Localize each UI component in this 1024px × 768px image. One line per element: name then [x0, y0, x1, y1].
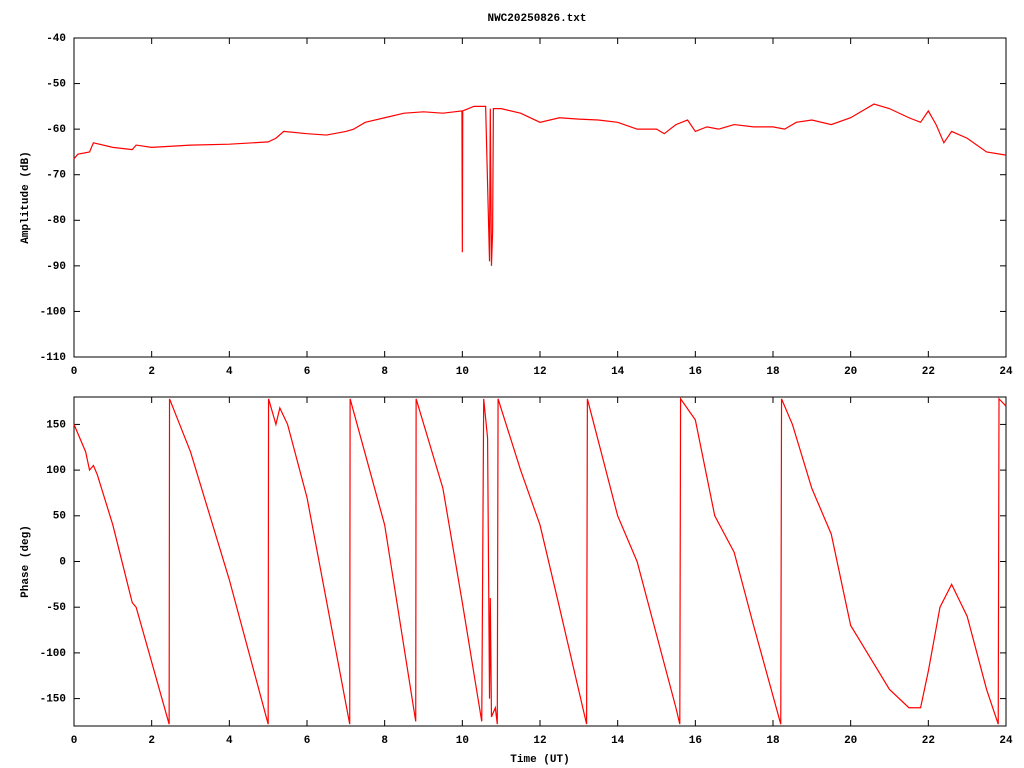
x-tick-label: 10	[456, 366, 469, 378]
x-tick-label: 14	[611, 366, 625, 378]
y-axis-label: Amplitude (dB)	[20, 151, 32, 243]
x-tick-label: 8	[381, 366, 388, 378]
y-tick-label: -50	[46, 602, 66, 614]
y-tick-label: -100	[40, 648, 66, 660]
x-axis-label: Time (UT)	[510, 754, 569, 766]
x-tick-label: 24	[999, 735, 1013, 747]
y-tick-label: 50	[53, 511, 66, 523]
y-tick-label: -90	[46, 261, 66, 273]
x-tick-label: 16	[689, 366, 702, 378]
y-tick-label: -70	[46, 170, 66, 182]
data-line	[73, 396, 1007, 725]
x-tick-label: 2	[148, 735, 155, 747]
x-tick-label: 24	[999, 366, 1013, 378]
x-tick-label: 20	[844, 735, 857, 747]
x-tick-label: 6	[304, 366, 311, 378]
y-tick-label: -150	[40, 693, 66, 705]
x-tick-label: 18	[766, 735, 780, 747]
y-axis-label: Phase (deg)	[20, 525, 32, 598]
x-tick-label: 2	[148, 366, 155, 378]
x-tick-label: 22	[922, 366, 935, 378]
x-tick-label: 0	[71, 366, 78, 378]
x-tick-label: 16	[689, 735, 702, 747]
x-tick-label: 4	[226, 735, 233, 747]
y-tick-label: 150	[46, 419, 66, 431]
x-tick-label: 20	[844, 366, 857, 378]
x-tick-label: 6	[304, 735, 311, 747]
y-tick-label: -80	[46, 215, 66, 227]
x-tick-label: 4	[226, 366, 233, 378]
chart-title: NWC20250826.txt	[487, 13, 586, 25]
y-tick-label: -40	[46, 33, 66, 45]
y-tick-label: -50	[46, 78, 66, 90]
data-line	[73, 103, 1007, 266]
y-tick-label: -110	[40, 352, 66, 364]
x-tick-label: 14	[611, 735, 625, 747]
x-tick-label: 0	[71, 735, 78, 747]
x-tick-label: 10	[456, 735, 469, 747]
y-tick-label: -100	[40, 306, 66, 318]
x-tick-label: 12	[533, 366, 546, 378]
y-tick-label: -60	[46, 124, 66, 136]
x-tick-label: 18	[766, 366, 780, 378]
y-tick-label: 0	[59, 556, 66, 568]
x-tick-label: 12	[533, 735, 546, 747]
y-tick-label: 100	[46, 465, 66, 477]
x-tick-label: 8	[381, 735, 388, 747]
x-tick-label: 22	[922, 735, 935, 747]
